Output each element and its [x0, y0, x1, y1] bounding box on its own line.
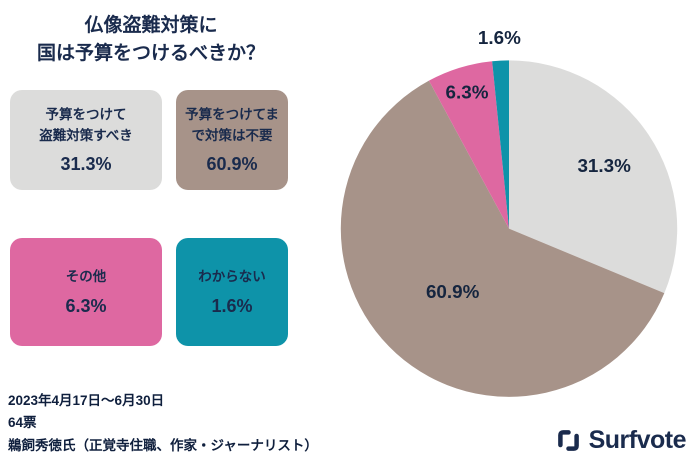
- legend-box-other: その他 6.3%: [10, 238, 162, 346]
- pie-label: 31.3%: [577, 155, 631, 176]
- pie-slice: [492, 60, 509, 229]
- legend-pct-dont-know: 1.6%: [211, 295, 253, 316]
- legend-label-other: その他: [66, 267, 107, 287]
- legend-pct-budget-no: 60.9%: [206, 153, 258, 174]
- legend: 予算をつけて 盗難対策すべき 31.3% 予算をつけてま で対策は不要 60.9…: [10, 90, 288, 346]
- legend-label-line1: その他: [65, 269, 107, 285]
- pie-label: 60.9%: [426, 281, 480, 302]
- legend-label-line2: 盗難対策すべき: [39, 127, 133, 143]
- legend-label-dont-know: わからない: [198, 267, 266, 287]
- legend-label-budget-yes: 予算をつけて 盗難対策すべき: [39, 105, 133, 146]
- page-title-line1: 仏像盗難対策に: [84, 15, 218, 36]
- legend-pct-budget-yes: 31.3%: [60, 153, 112, 174]
- pie-chart: 31.3% 60.9% 6.3% 1.6%: [340, 27, 678, 397]
- legend-label-line2: で対策は不要: [191, 127, 273, 143]
- pie-slice: [509, 60, 678, 294]
- surfvote-wordmark: Surfvote: [588, 426, 687, 454]
- pie-slice: [340, 80, 665, 397]
- surfvote-logo-icon: [557, 430, 579, 451]
- legend-label-line1: 予算をつけて: [45, 107, 127, 123]
- page-title-line2: 国は予算をつけるべきか？: [36, 42, 265, 64]
- page-title: 仏像盗難対策に 国は予算をつけるべきか？: [0, 12, 302, 67]
- legend-label-budget-no: 予算をつけてま で対策は不要: [185, 105, 279, 146]
- surfvote-logo: Surfvote: [555, 426, 687, 455]
- pie-slice: [428, 61, 509, 229]
- legend-box-budget-no: 予算をつけてま で対策は不要 60.9%: [176, 90, 288, 190]
- legend-label-line1: 予算をつけてま: [185, 107, 279, 123]
- legend-label-line1: わからない: [198, 269, 266, 285]
- legend-pct-other: 6.3%: [65, 295, 107, 316]
- survey-period: 2023年4月17日〜6月30日: [8, 393, 165, 409]
- survey-meta: 2023年4月17日〜6月30日 64票 鵜飼秀徳氏（正覚寺住職、作家・ジャーナ…: [8, 390, 318, 457]
- pie-label: 1.6%: [478, 27, 521, 48]
- survey-vote-count: 64票: [8, 415, 37, 431]
- survey-author: 鵜飼秀徳氏（正覚寺住職、作家・ジャーナリスト）: [8, 437, 318, 453]
- pie-label: 6.3%: [446, 82, 489, 103]
- legend-box-budget-yes: 予算をつけて 盗難対策すべき 31.3%: [10, 90, 162, 190]
- pie-chart-container: 31.3% 60.9% 6.3% 1.6%: [334, 16, 684, 417]
- legend-box-dont-know: わからない 1.6%: [176, 238, 288, 346]
